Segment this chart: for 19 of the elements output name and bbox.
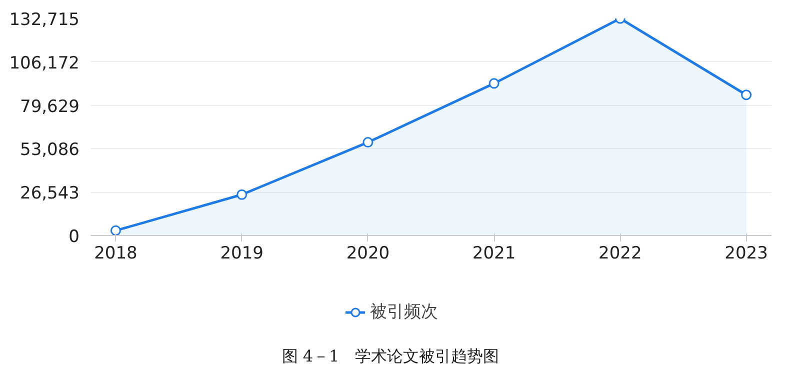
point [488,78,500,89]
y-tick-label: 53,086 [20,140,80,160]
y-tick-label: 79,629 [20,96,80,117]
y-tick-label: 26,543 [20,184,80,204]
caption: 图 4－1 学术论文被引趋势图 [282,346,500,366]
x-tick-label: 2020 [346,243,390,264]
point [362,137,374,148]
y-tick-label: 132,715 [9,10,80,30]
point [741,90,752,100]
y-tick-label: 106,172 [9,53,80,74]
x-tick-label: 2022 [598,243,642,264]
x-tick-label: 2019 [220,243,264,264]
y-tick-label: 0 [68,226,80,247]
x-tick-label: 2018 [94,243,138,264]
point [110,225,121,236]
x-tick-label: 2021 [472,243,516,264]
x-tick-label: 2023 [724,243,768,264]
legend-label: 被引频次 [370,301,438,323]
point [236,189,248,200]
